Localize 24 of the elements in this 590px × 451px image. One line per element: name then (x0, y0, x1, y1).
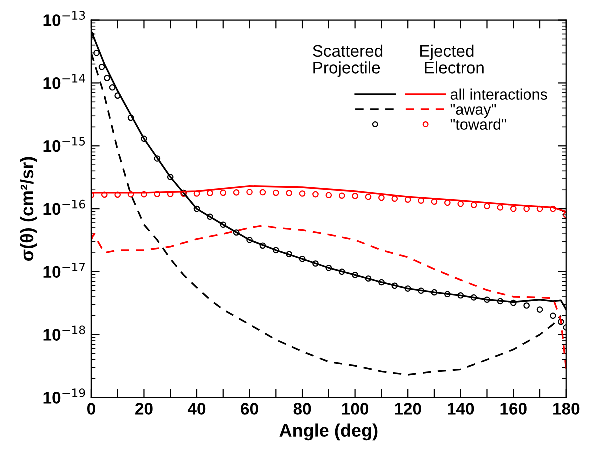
annotation: Scattered Projectile (313, 44, 383, 78)
y-tick-label: 10$^{−17}$ (44, 262, 86, 278)
y-tick-label: 10$^{−19}$ (44, 388, 86, 404)
x-tick-label: 180 (554, 403, 580, 415)
x-tick-label: 140 (448, 403, 474, 415)
y-tick-label: 10$^{−16}$ (44, 200, 86, 216)
y-tick-label: 10$^{−14}$ (44, 74, 86, 90)
x-axis-title: Angle (deg) (280, 424, 378, 441)
y-tick-label: 10$^{−18}$ (44, 326, 86, 341)
x-tick-label: 80 (294, 403, 312, 415)
x-tick-label: 160 (500, 403, 527, 415)
y-axis-title: σ(θ) (cm²/sr) (20, 157, 38, 262)
legend-label: "away" (450, 104, 496, 118)
x-tick-label: 100 (342, 403, 369, 415)
y-tick-label: 10$^{−13}$ (44, 11, 86, 26)
x-tick-label: 120 (395, 403, 422, 415)
y-tick-label: 10$^{−15}$ (44, 137, 86, 152)
legend-label: "toward" (450, 118, 506, 130)
annotation: Ejected Electron (420, 44, 484, 74)
x-tick-label: 0 (87, 403, 96, 415)
x-tick-label: 20 (136, 403, 153, 415)
x-tick-label: 60 (241, 403, 258, 415)
legend-label: all interactions (450, 88, 548, 100)
x-tick-label: 40 (188, 403, 206, 415)
